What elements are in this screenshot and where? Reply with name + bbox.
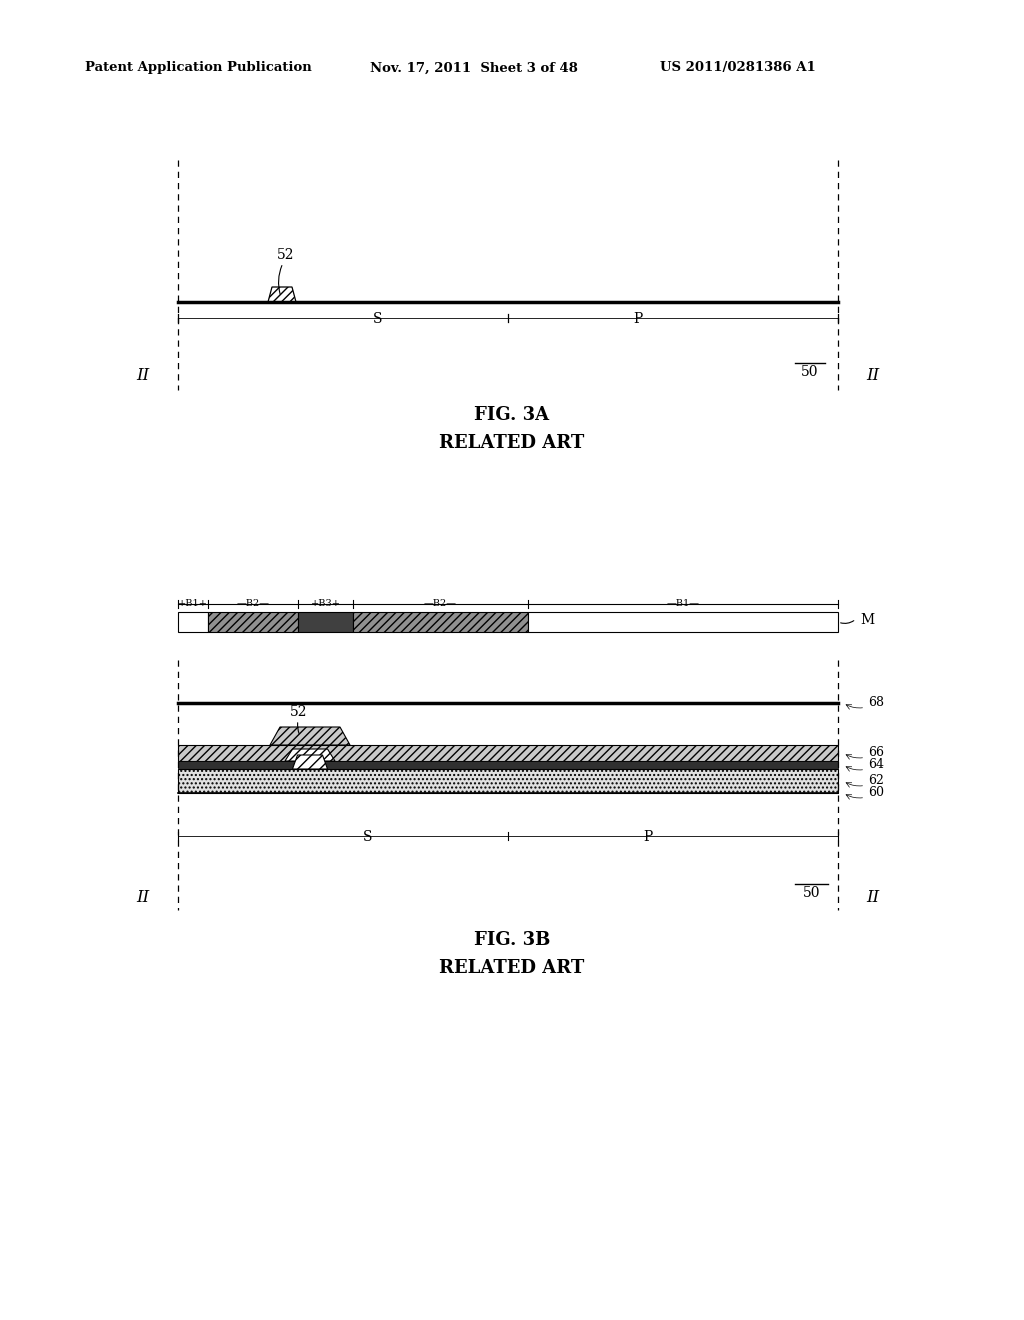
Text: 64: 64 (846, 759, 884, 771)
Text: P: P (634, 312, 643, 326)
Bar (353, 612, 528, 632)
Text: 52: 52 (290, 705, 307, 719)
Bar (208, 612, 298, 632)
Text: II: II (136, 367, 150, 384)
Text: RELATED ART: RELATED ART (439, 434, 585, 451)
Text: 62: 62 (846, 775, 884, 788)
Polygon shape (285, 748, 335, 762)
Bar (528, 612, 838, 632)
Polygon shape (293, 755, 328, 770)
Polygon shape (268, 286, 296, 302)
Text: S: S (364, 830, 373, 843)
Text: +B3+: +B3+ (310, 599, 341, 609)
Text: —B2—: —B2— (237, 599, 269, 609)
Bar (178, 612, 208, 632)
Polygon shape (270, 727, 350, 744)
Bar (298, 612, 353, 632)
Text: 52: 52 (278, 248, 295, 261)
Text: 68: 68 (846, 697, 884, 710)
Text: 50: 50 (801, 366, 819, 379)
Bar (178, 744, 838, 762)
Text: S: S (374, 312, 383, 326)
Text: RELATED ART: RELATED ART (439, 960, 585, 977)
Text: Nov. 17, 2011  Sheet 3 of 48: Nov. 17, 2011 Sheet 3 of 48 (370, 62, 578, 74)
Text: II: II (866, 890, 880, 907)
Text: US 2011/0281386 A1: US 2011/0281386 A1 (660, 62, 816, 74)
Text: —B2—: —B2— (424, 599, 457, 609)
Text: II: II (136, 890, 150, 907)
Text: FIG. 3B: FIG. 3B (474, 931, 550, 949)
Text: P: P (643, 830, 652, 843)
Text: M: M (860, 612, 874, 627)
Text: 60: 60 (846, 787, 884, 800)
Text: FIG. 3A: FIG. 3A (474, 407, 550, 424)
Text: Patent Application Publication: Patent Application Publication (85, 62, 311, 74)
Text: +B1+: +B1+ (178, 599, 208, 609)
Text: 66: 66 (846, 747, 884, 759)
Text: II: II (866, 367, 880, 384)
Bar (178, 762, 838, 770)
Text: —B1—: —B1— (667, 599, 699, 609)
Text: 50: 50 (803, 886, 821, 900)
Bar (178, 770, 838, 793)
